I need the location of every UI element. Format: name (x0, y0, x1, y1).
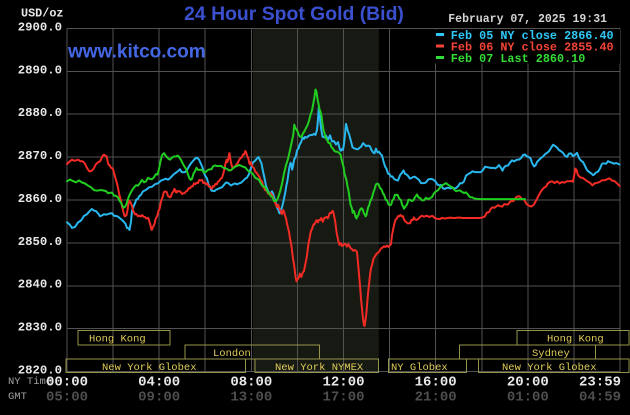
svg-text:20:00: 20:00 (507, 375, 549, 391)
svg-text:London: London (213, 348, 251, 360)
svg-text:February 07, 2025 19:31: February 07, 2025 19:31 (448, 13, 607, 26)
svg-text:04:00: 04:00 (138, 375, 180, 391)
svg-text:2900.0: 2900.0 (18, 20, 62, 34)
svg-text:09:00: 09:00 (138, 390, 180, 406)
svg-text:NY Time: NY Time (8, 376, 52, 388)
svg-text:Sydney: Sydney (532, 348, 570, 360)
svg-text:2890.0: 2890.0 (18, 63, 62, 77)
svg-text:21:00: 21:00 (415, 390, 457, 406)
svg-text:New York NYMEX: New York NYMEX (275, 362, 364, 374)
svg-text:Hong Kong: Hong Kong (89, 334, 146, 346)
svg-text:23:59: 23:59 (579, 375, 621, 391)
svg-text:Feb 07 Last 2860.10: Feb 07 Last 2860.10 (451, 52, 586, 66)
svg-text:24 Hour Spot Gold (Bid): 24 Hour Spot Gold (Bid) (184, 3, 404, 25)
svg-text:2870.0: 2870.0 (18, 149, 62, 163)
svg-text:2830.0: 2830.0 (18, 321, 62, 335)
svg-text:2880.0: 2880.0 (18, 106, 62, 120)
svg-text:01:00: 01:00 (507, 390, 549, 406)
svg-text:www.kitco.com: www.kitco.com (67, 42, 206, 63)
svg-text:NY Globex: NY Globex (391, 362, 448, 374)
svg-text:12:00: 12:00 (322, 375, 364, 391)
svg-text:New York Globex: New York Globex (502, 362, 597, 374)
svg-text:00:00: 00:00 (46, 375, 88, 391)
svg-text:GMT: GMT (8, 391, 27, 403)
svg-text:Feb 06 NY close 2855.40: Feb 06 NY close 2855.40 (451, 40, 614, 54)
svg-text:2840.0: 2840.0 (18, 278, 62, 292)
svg-text:2860.0: 2860.0 (18, 192, 62, 206)
svg-text:2820.0: 2820.0 (18, 363, 62, 377)
svg-text:08:00: 08:00 (230, 375, 272, 391)
svg-text:New York Globex: New York Globex (102, 362, 197, 374)
svg-text:13:00: 13:00 (230, 390, 272, 406)
svg-text:Feb 05 NY close 2866.40: Feb 05 NY close 2866.40 (451, 29, 614, 43)
svg-text:2850.0: 2850.0 (18, 235, 62, 249)
svg-text:16:00: 16:00 (415, 375, 457, 391)
svg-text:05:00: 05:00 (46, 390, 88, 406)
svg-text:04:59: 04:59 (579, 390, 621, 406)
svg-text:17:00: 17:00 (322, 390, 364, 406)
svg-text:USD/oz: USD/oz (21, 7, 63, 21)
svg-text:Hong Kong: Hong Kong (547, 334, 604, 346)
